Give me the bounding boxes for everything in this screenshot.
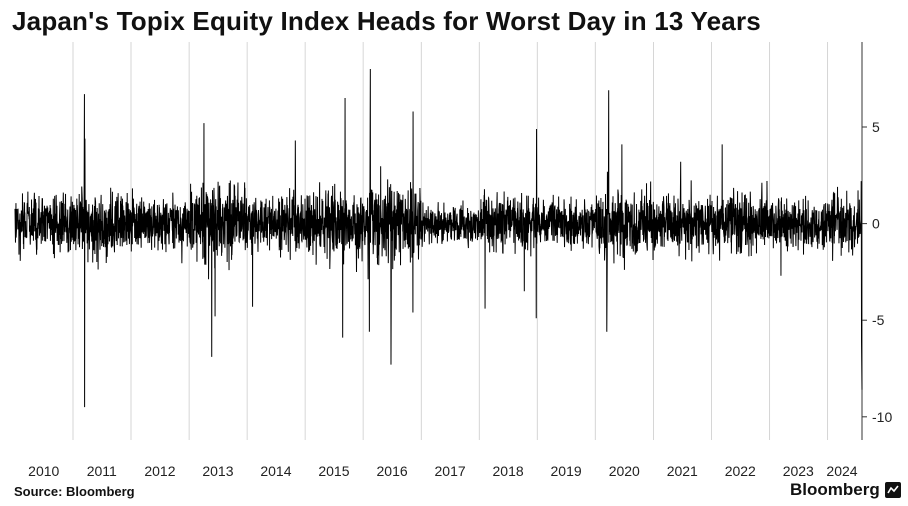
x-tick-label-2011: 2011 <box>87 463 117 479</box>
x-tick-label-2019: 2019 <box>551 463 582 479</box>
x-tick-label-2010: 2010 <box>28 463 59 479</box>
x-tick-label-2018: 2018 <box>493 463 524 479</box>
x-tick-label-2016: 2016 <box>377 463 408 479</box>
x-tick-label-2012: 2012 <box>144 463 175 479</box>
bloomberg-logo: Bloomberg <box>790 480 880 499</box>
y-tick-label: 5 <box>872 119 880 135</box>
y-tick-label: -5 <box>872 312 885 328</box>
x-tick-label-2024: 2024 <box>826 463 857 479</box>
series-topix-daily-change <box>14 69 863 408</box>
x-tick-label-2020: 2020 <box>609 463 640 479</box>
gridlines <box>72 42 829 440</box>
x-tick-label-2022: 2022 <box>725 463 756 479</box>
y-tick-label: -10 <box>872 409 892 425</box>
x-tick-label-2017: 2017 <box>435 463 466 479</box>
y-axis: 5 0 -5 -10 <box>861 42 892 440</box>
chart-title: Japan's Topix Equity Index Heads for Wor… <box>12 6 761 36</box>
source-note: Source: Bloomberg <box>14 484 135 499</box>
x-tick-label-2015: 2015 <box>318 463 349 479</box>
y-tick-label: 0 <box>872 216 880 232</box>
x-tick-label-2021: 2021 <box>667 463 698 479</box>
x-tick-label-2023: 2023 <box>783 463 814 479</box>
x-axis-labels: 2010 2011 2012 2013 2014 2015 2016 2017 2018 2019… <box>28 463 858 479</box>
bloomberg-logo-icon <box>885 482 901 498</box>
series-line <box>14 69 863 408</box>
x-tick-label-2014: 2014 <box>260 463 291 479</box>
x-tick-label-2013: 2013 <box>202 463 233 479</box>
